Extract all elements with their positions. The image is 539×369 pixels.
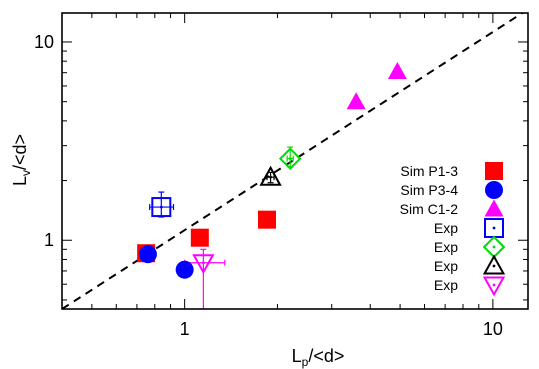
data-point-s2-p0 xyxy=(346,92,366,110)
y-axis-label: Lv/<d> xyxy=(10,134,33,186)
data-point-s3-p0 xyxy=(151,197,172,218)
legend-label-0: Sim P1-3 xyxy=(400,163,458,179)
legend-marker-4-center-dot xyxy=(492,245,496,249)
legend-marker-5 xyxy=(482,254,506,275)
legend-label-2: Sim C1-2 xyxy=(400,201,459,217)
ticks-layer xyxy=(61,13,528,309)
legend-label-5: Exp xyxy=(434,258,458,274)
data-point-s1-p0 xyxy=(138,245,157,264)
x-axis-label-main: L xyxy=(292,346,302,366)
x-axis-label: Lp/<d> xyxy=(292,346,345,369)
reference-line xyxy=(62,13,525,309)
reference-line-layer xyxy=(62,13,525,309)
legend-marker-5-center-dot xyxy=(492,264,496,268)
data-point-s0-p2 xyxy=(258,210,277,229)
data-point-s3-p0-center-dot xyxy=(159,205,163,209)
y-tick-label-1: 1 xyxy=(44,230,54,250)
data-point-s6-p0 xyxy=(192,254,215,275)
data-point-s5-p0-center-dot xyxy=(269,175,272,179)
legend-marker-3-center-dot xyxy=(492,226,496,230)
legend-marker-0 xyxy=(485,162,503,180)
plot-frame xyxy=(61,12,529,310)
legend-marker-6-center-dot xyxy=(492,283,496,287)
points-layer xyxy=(137,62,407,279)
data-point-s5-p0 xyxy=(259,165,282,186)
legend-label-4: Exp xyxy=(434,239,458,255)
x-tick-label-1: 1 xyxy=(180,319,190,339)
data-point-s4-p0 xyxy=(278,147,302,170)
tick-labels-layer: 1 10 1 10 xyxy=(34,32,503,339)
y-axis-label-sub: v xyxy=(19,170,33,176)
data-point-s4-p0-center-dot xyxy=(288,157,292,161)
y-axis-label-main: L xyxy=(10,176,30,186)
data-point-s1-p1 xyxy=(175,260,194,279)
y-axis-label-tail: /<d> xyxy=(10,134,30,170)
x-axis-label-tail: /<d> xyxy=(308,346,344,366)
y-tick-label-10: 10 xyxy=(34,32,54,52)
x-axis-label-sub: p xyxy=(302,355,309,369)
data-point-s2-p1 xyxy=(387,62,407,80)
data-point-s6-p0-center-dot xyxy=(201,261,205,265)
legend: Sim P1-3 Sim P3-4 Sim C1-2 Exp Exp Exp Exp xyxy=(400,162,506,297)
legend-label-1: Sim P3-4 xyxy=(400,182,458,198)
x-tick-label-10: 10 xyxy=(483,319,503,339)
legend-label-6: Exp xyxy=(434,277,458,293)
legend-marker-6 xyxy=(482,276,506,297)
legend-marker-2 xyxy=(484,199,504,217)
legend-marker-1 xyxy=(485,181,503,199)
data-point-s0-p1 xyxy=(190,228,209,247)
legend-label-3: Exp xyxy=(434,220,458,236)
